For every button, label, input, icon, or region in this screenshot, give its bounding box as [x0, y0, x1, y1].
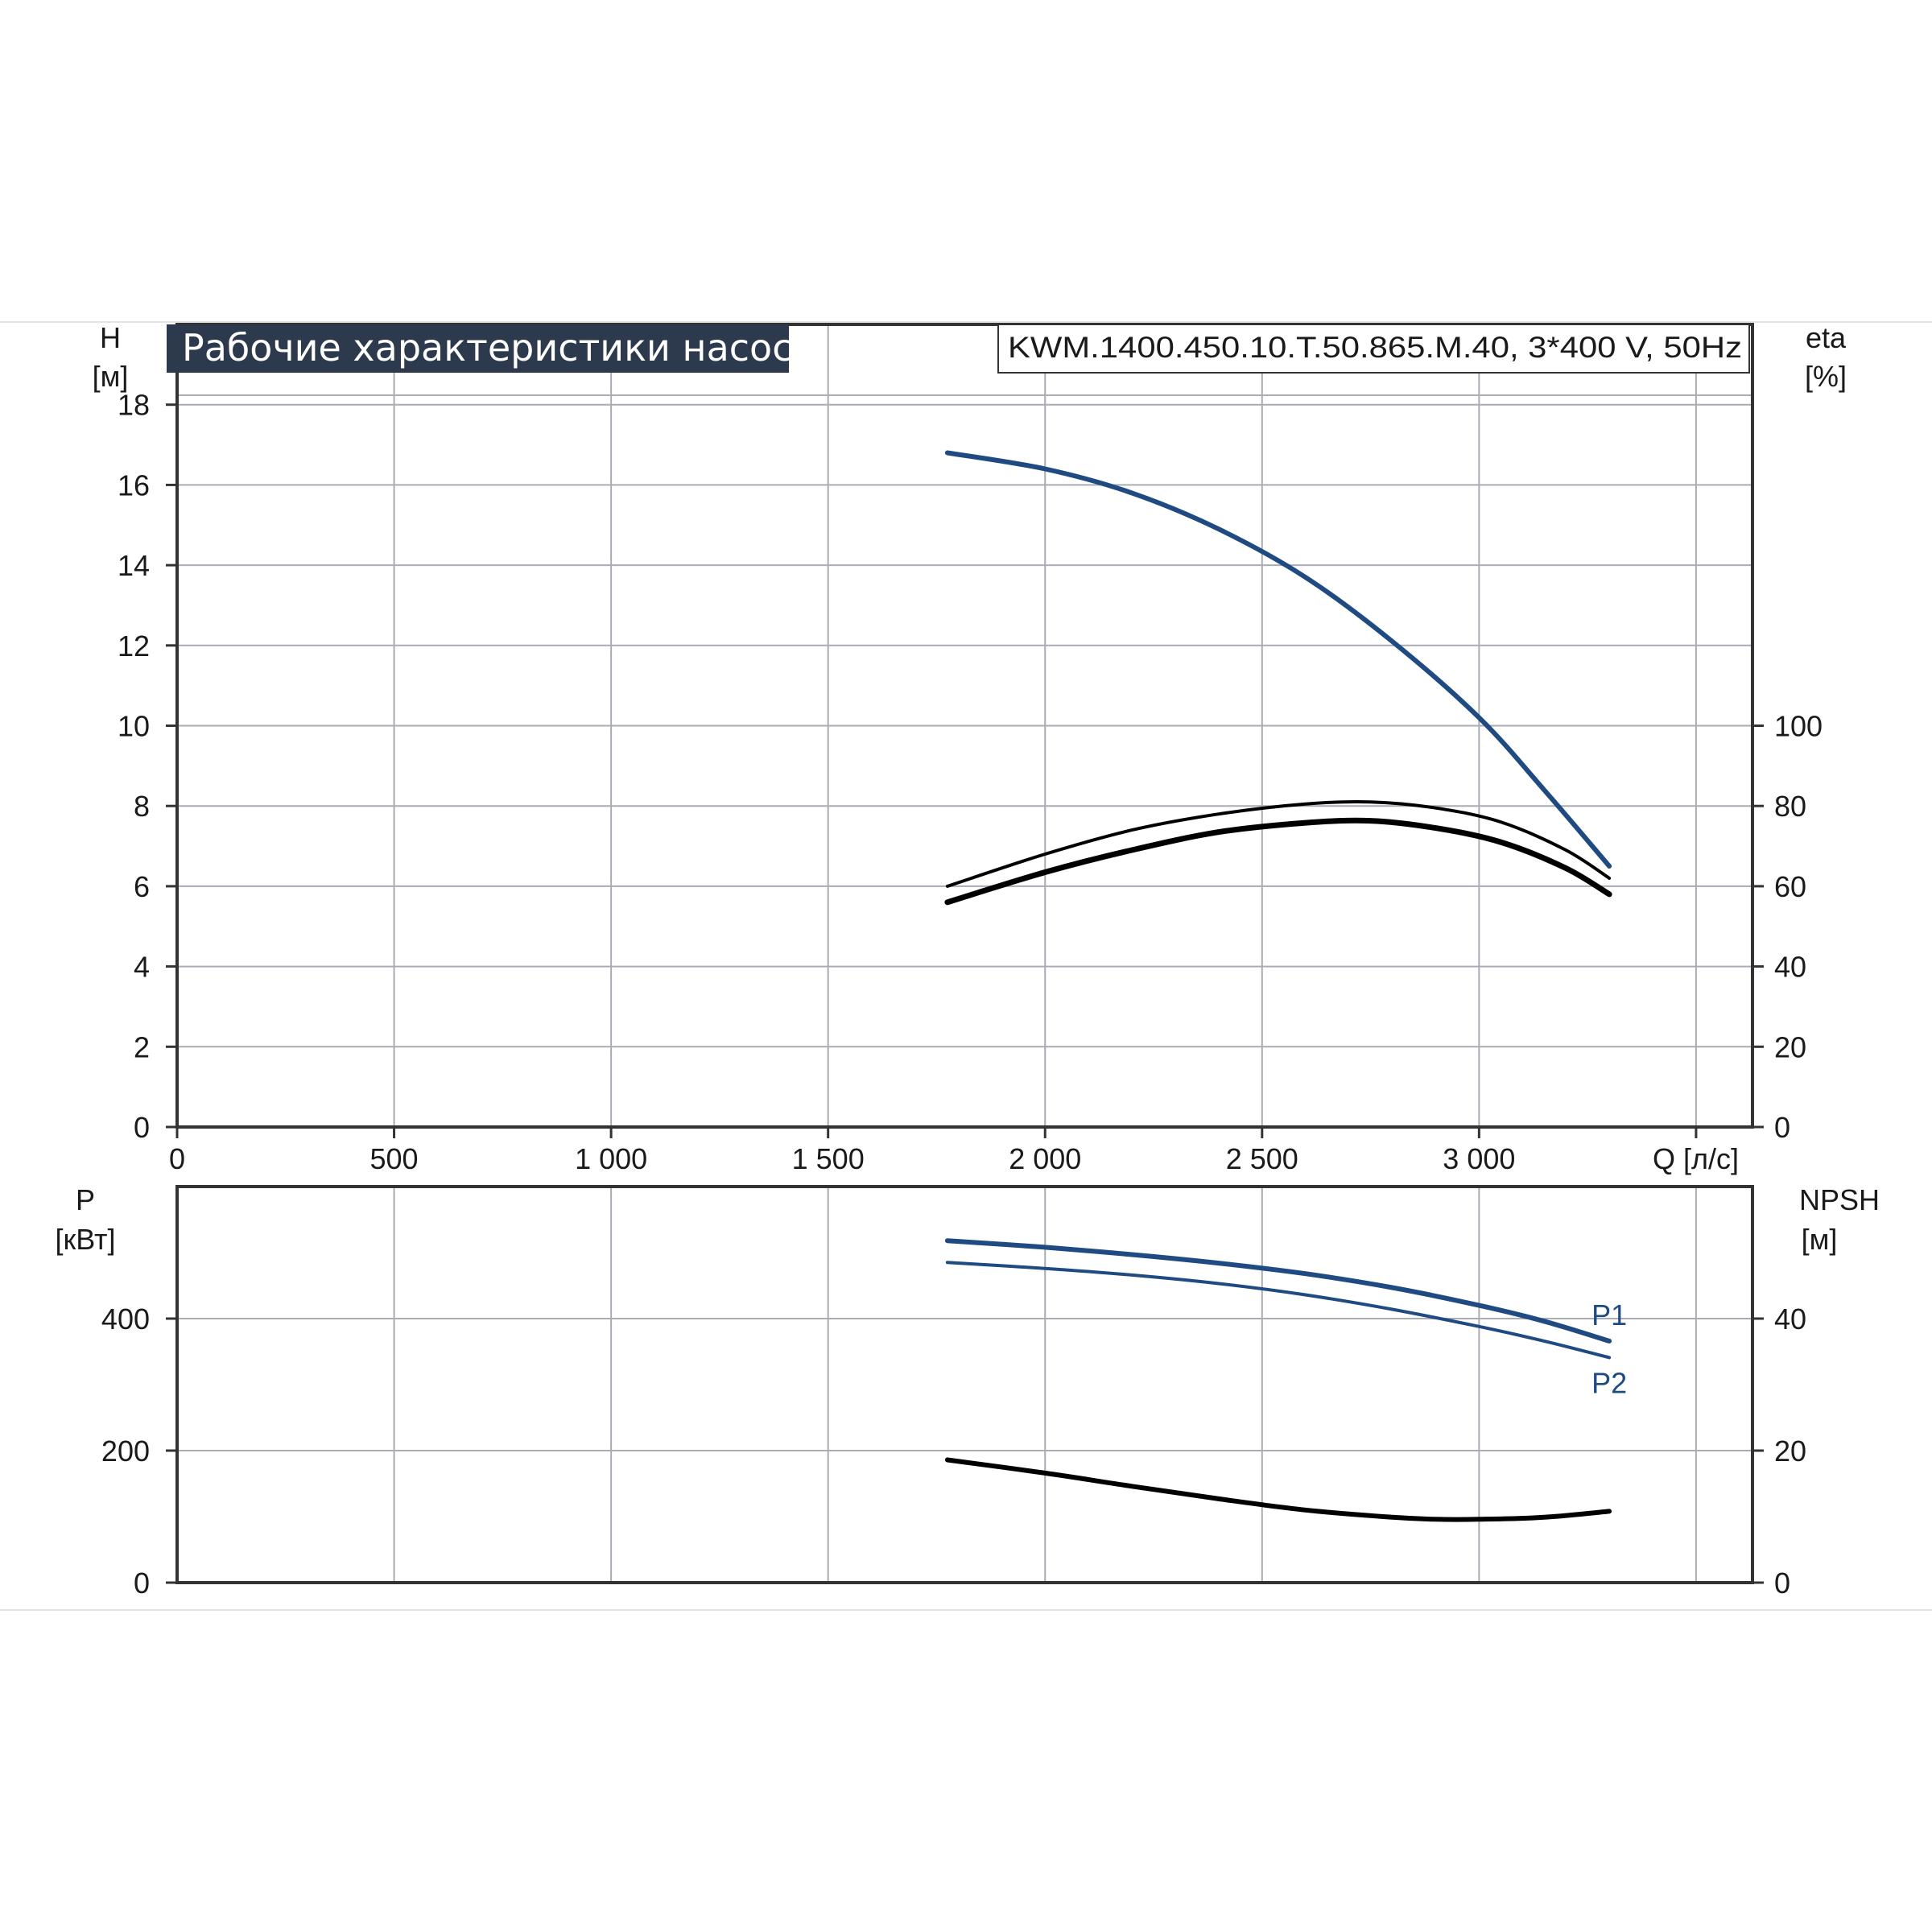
bottom-y2tick-label-0: 0 — [1774, 1567, 1790, 1600]
top-ytick-label-4: 8 — [134, 790, 150, 823]
top-ytick-label-3: 6 — [134, 870, 150, 903]
bottom-ytick-label-0: 0 — [134, 1567, 150, 1600]
q-axis-label: Q [л/с] — [1653, 1142, 1739, 1175]
top-xtick-label-3: 1 500 — [792, 1142, 865, 1175]
top-ytick-label-6: 12 — [118, 630, 150, 663]
pump-model-label: KWM.1400.450.10.T.50.865.M.40, 3*400 V, … — [1008, 331, 1742, 364]
bottom-y2tick-label-1: 20 — [1774, 1435, 1806, 1468]
power-npsh-panel: 0 200 400 0 20 40 P1 P2 P [кВт] NPSH [м] — [55, 1183, 1880, 1600]
chart-title-box — [167, 324, 789, 373]
top-ytick-label-5: 10 — [118, 710, 150, 743]
chart-title: Рабочие характеристики насоса — [182, 326, 815, 369]
top-y2tick-label-1: 20 — [1774, 1030, 1806, 1063]
top-y2tick-label-3: 60 — [1774, 870, 1806, 903]
p-axis-name: P — [76, 1183, 95, 1216]
top-ytick-label-8: 16 — [118, 469, 150, 502]
top-ytick-label-2: 4 — [134, 951, 150, 984]
top-ytick-label-1: 2 — [134, 1030, 150, 1063]
top-ytick-label-7: 14 — [118, 549, 150, 582]
h-axis-unit: [м] — [93, 360, 129, 393]
top-xtick-label-6: 3 000 — [1443, 1142, 1515, 1175]
bottom-ytick-label-2: 400 — [101, 1302, 150, 1335]
h-axis-name: H — [100, 321, 121, 354]
top-y2tick-label-5: 100 — [1774, 710, 1823, 743]
top-curves — [944, 450, 1612, 906]
top-xtick-label-4: 2 000 — [1009, 1142, 1081, 1175]
eta-axis-name: eta — [1806, 321, 1847, 354]
p1-curve — [944, 1238, 1612, 1344]
bottom-ytick-label-1: 200 — [101, 1435, 150, 1468]
head-curve — [944, 450, 1612, 869]
p2-curve — [945, 1261, 1612, 1360]
top-y2tick-label-4: 80 — [1774, 790, 1806, 823]
efficiency-curve-upper — [945, 799, 1612, 888]
top-grid — [177, 324, 1752, 1127]
model-box — [997, 324, 1750, 374]
npsh-axis-unit: [м] — [1802, 1223, 1838, 1256]
bottom-curves: P1 P2 — [944, 1238, 1627, 1522]
bottom-grid — [177, 1187, 1752, 1583]
npsh-curve — [944, 1457, 1612, 1522]
series-label-p2: P2 — [1591, 1366, 1627, 1399]
bottom-y2tick-label-2: 40 — [1774, 1302, 1806, 1335]
top-y2tick-label-2: 40 — [1774, 951, 1806, 984]
top-ytick-label-0: 0 — [134, 1111, 150, 1144]
top-ytick-label-9: 18 — [118, 389, 150, 422]
p-axis-unit: [кВт] — [55, 1223, 115, 1256]
top-xtick-label-0: 0 — [169, 1142, 185, 1175]
eta-axis-unit: [%] — [1805, 360, 1847, 393]
series-label-p1: P1 — [1591, 1298, 1627, 1331]
top-xtick-label-5: 2 500 — [1226, 1142, 1298, 1175]
npsh-axis-name: NPSH — [1799, 1183, 1880, 1216]
top-y2tick-label-0: 0 — [1774, 1111, 1790, 1144]
efficiency-curve-lower — [944, 817, 1612, 906]
top-xtick-label-1: 500 — [370, 1142, 419, 1175]
top-xtick-label-2: 1 000 — [575, 1142, 647, 1175]
bottom-plot-frame — [175, 1185, 1754, 1584]
bottom-ticks: 0 200 400 0 20 40 — [101, 1302, 1806, 1600]
